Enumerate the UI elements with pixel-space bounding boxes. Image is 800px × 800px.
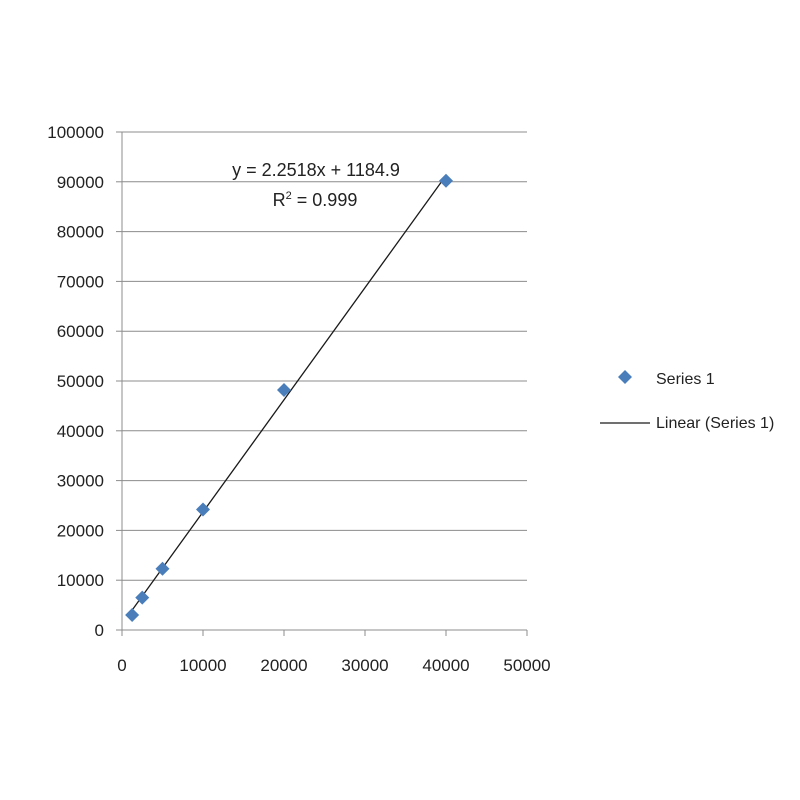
x-tick-label: 0 <box>117 656 126 675</box>
y-tick-label: 40000 <box>57 422 104 441</box>
trendline <box>131 175 447 611</box>
data-point <box>155 561 170 576</box>
legend-series-1: Series 1 <box>656 371 715 388</box>
y-tick-label: 10000 <box>57 571 104 590</box>
data-point <box>277 382 291 397</box>
y-tick-label: 20000 <box>57 521 104 540</box>
legend-diamond-marker <box>618 370 632 384</box>
y-tick-label: 90000 <box>57 173 104 192</box>
y-tick-label: 60000 <box>57 322 104 341</box>
legend-linear-series-1: Linear (Series 1) <box>656 415 774 432</box>
y-tick-label: 30000 <box>57 472 104 491</box>
data-point <box>439 173 453 188</box>
x-tick-label: 10000 <box>179 656 226 675</box>
r-squared-superscript: 2 <box>286 190 292 202</box>
gridlines <box>116 131 527 631</box>
y-tick-label: 80000 <box>57 223 104 242</box>
data-points <box>125 173 453 623</box>
data-point <box>125 608 140 623</box>
legend: Series 1 Linear (Series 1) <box>600 370 774 432</box>
x-tick-label: 40000 <box>422 656 469 675</box>
x-tick-label: 20000 <box>260 656 307 675</box>
data-point <box>135 590 150 605</box>
r-squared-label: R2 = 0.999 <box>273 190 358 210</box>
y-tick-label: 100000 <box>47 123 104 142</box>
x-tick-label: 50000 <box>503 656 550 675</box>
r-squared-value: = 0.999 <box>292 190 358 210</box>
x-tick-labels: 0 10000 20000 30000 40000 50000 <box>117 656 550 675</box>
trendline-equation: y = 2.2518x + 1184.9 <box>232 160 400 180</box>
r-squared-letter: R <box>273 190 286 210</box>
y-tick-label: 50000 <box>57 372 104 391</box>
y-tick-label: 70000 <box>57 272 104 291</box>
axes <box>121 132 528 636</box>
data-point <box>196 502 210 517</box>
x-tick-label: 30000 <box>341 656 388 675</box>
y-tick-labels: 0 10000 20000 30000 40000 50000 60000 70000 8000… <box>47 123 104 640</box>
y-tick-label: 0 <box>95 621 104 640</box>
